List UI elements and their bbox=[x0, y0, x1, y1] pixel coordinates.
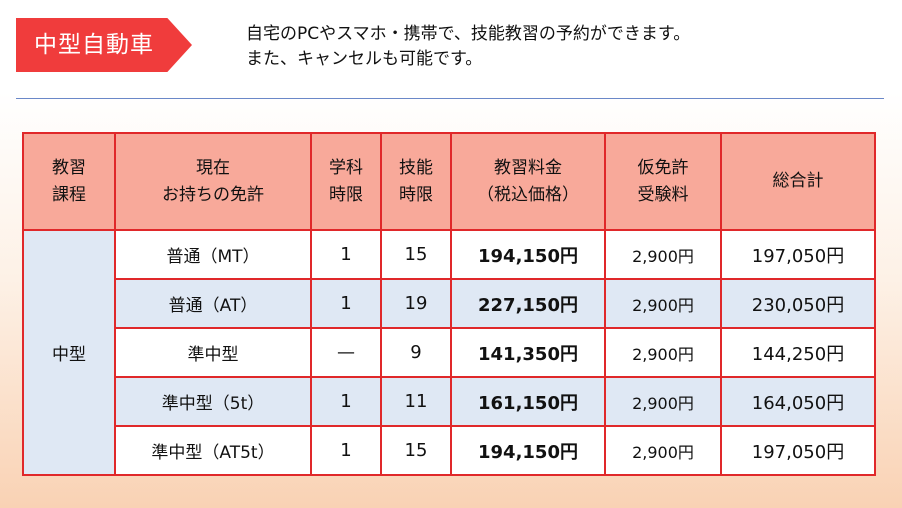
cell-provisional-fee: 2,900円 bbox=[604, 278, 722, 329]
cell-tuition: 161,150円 bbox=[450, 376, 606, 427]
header-skill-periods: 技能 時限 bbox=[380, 132, 452, 231]
header-academic-periods: 学科 時限 bbox=[310, 132, 382, 231]
divider bbox=[16, 98, 884, 99]
cell-skill: 19 bbox=[380, 278, 452, 329]
table-header-row: 教習 課程 現在 お持ちの免許 学科 時限 技能 時限 教習料金 （税込価格） … bbox=[22, 132, 876, 231]
cell-license: 準中型（5t） bbox=[114, 376, 312, 427]
page-title-badge: 中型自動車 bbox=[16, 18, 192, 72]
cell-total: 144,250円 bbox=[720, 327, 876, 378]
cell-academic: 1 bbox=[310, 229, 382, 280]
header-current-license: 現在 お持ちの免許 bbox=[114, 132, 312, 231]
header-grand-total: 総合計 bbox=[720, 132, 876, 231]
cell-academic: 1 bbox=[310, 278, 382, 329]
cell-skill: 9 bbox=[380, 327, 452, 378]
cell-license: 普通（AT） bbox=[114, 278, 312, 329]
cell-total: 230,050円 bbox=[720, 278, 876, 329]
table-row: 普通（AT） 1 19 227,150円 2,900円 230,050円 bbox=[23, 278, 876, 329]
cell-academic: — bbox=[310, 327, 382, 378]
intro-text: 自宅のPCやスマホ・携帯で、技能教習の予約ができます。 また、キャンセルも可能で… bbox=[246, 22, 690, 72]
course-cell: 中型 bbox=[22, 229, 116, 476]
cell-license: 普通（MT） bbox=[114, 229, 312, 280]
header-provisional-fee: 仮免許 受験料 bbox=[604, 132, 722, 231]
cell-provisional-fee: 2,900円 bbox=[604, 425, 722, 476]
cell-license: 準中型 bbox=[114, 327, 312, 378]
table-row: 中型 普通（MT） 1 15 194,150円 2,900円 197,050円 bbox=[22, 229, 876, 476]
table-row: 準中型 — 9 141,350円 2,900円 144,250円 bbox=[23, 327, 876, 378]
table-row: 準中型（AT5t） 1 15 194,150円 2,900円 197,050円 bbox=[23, 425, 876, 476]
cell-license: 準中型（AT5t） bbox=[114, 425, 312, 476]
cell-tuition: 194,150円 bbox=[450, 425, 606, 476]
cell-tuition: 141,350円 bbox=[450, 327, 606, 378]
header-tuition: 教習料金 （税込価格） bbox=[450, 132, 606, 231]
cell-provisional-fee: 2,900円 bbox=[604, 229, 722, 280]
cell-total: 164,050円 bbox=[720, 376, 876, 427]
intro-line-2: また、キャンセルも可能です。 bbox=[246, 49, 483, 69]
cell-tuition: 227,150円 bbox=[450, 278, 606, 329]
cell-provisional-fee: 2,900円 bbox=[604, 327, 722, 378]
table-row: 準中型（5t） 1 11 161,150円 2,900円 164,050円 bbox=[23, 376, 876, 427]
cell-academic: 1 bbox=[310, 376, 382, 427]
cell-total: 197,050円 bbox=[720, 425, 876, 476]
intro-line-1: 自宅のPCやスマホ・携帯で、技能教習の予約ができます。 bbox=[246, 24, 691, 44]
cell-skill: 11 bbox=[380, 376, 452, 427]
cell-skill: 15 bbox=[380, 425, 452, 476]
cell-provisional-fee: 2,900円 bbox=[604, 376, 722, 427]
fee-table: 教習 課程 現在 お持ちの免許 学科 時限 技能 時限 教習料金 （税込価格） … bbox=[22, 132, 876, 476]
cell-total: 197,050円 bbox=[720, 229, 876, 280]
cell-tuition: 194,150円 bbox=[450, 229, 606, 280]
header-course: 教習 課程 bbox=[22, 132, 116, 231]
cell-skill: 15 bbox=[380, 229, 452, 280]
cell-academic: 1 bbox=[310, 425, 382, 476]
